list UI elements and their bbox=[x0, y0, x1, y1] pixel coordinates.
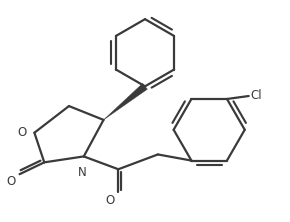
Polygon shape bbox=[104, 83, 147, 120]
Text: Cl: Cl bbox=[251, 89, 262, 101]
Text: O: O bbox=[105, 194, 114, 207]
Text: O: O bbox=[6, 175, 16, 188]
Text: N: N bbox=[77, 166, 86, 179]
Text: O: O bbox=[17, 126, 26, 139]
